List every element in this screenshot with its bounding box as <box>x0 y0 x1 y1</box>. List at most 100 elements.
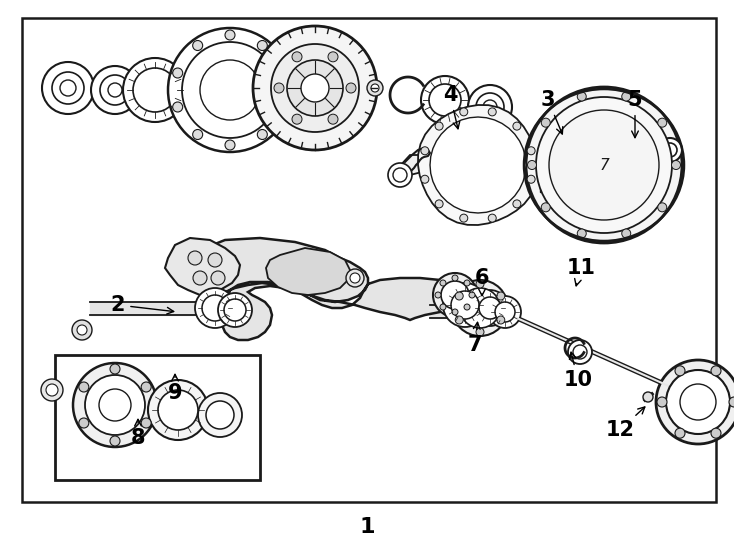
Circle shape <box>497 316 505 324</box>
Circle shape <box>675 366 685 376</box>
Circle shape <box>435 292 441 298</box>
Circle shape <box>225 140 235 150</box>
Circle shape <box>110 364 120 374</box>
Circle shape <box>77 325 87 335</box>
Circle shape <box>258 40 267 51</box>
Circle shape <box>350 273 360 283</box>
Circle shape <box>464 304 470 310</box>
Circle shape <box>419 141 451 173</box>
Circle shape <box>452 275 458 281</box>
Circle shape <box>346 83 356 93</box>
Text: 11: 11 <box>567 258 595 286</box>
Circle shape <box>328 52 338 62</box>
Circle shape <box>476 93 504 121</box>
Text: 4: 4 <box>443 85 459 129</box>
Circle shape <box>549 110 659 220</box>
Circle shape <box>110 436 120 446</box>
Circle shape <box>459 214 468 222</box>
Circle shape <box>433 273 477 317</box>
Circle shape <box>513 122 521 130</box>
Circle shape <box>622 92 631 101</box>
Circle shape <box>148 380 208 440</box>
Circle shape <box>277 68 287 78</box>
Circle shape <box>577 229 586 238</box>
Circle shape <box>663 143 677 157</box>
Text: 3: 3 <box>541 90 563 134</box>
Circle shape <box>99 389 131 421</box>
Circle shape <box>371 84 379 92</box>
Circle shape <box>643 392 653 402</box>
Circle shape <box>469 292 475 298</box>
Circle shape <box>460 288 500 328</box>
Circle shape <box>192 40 203 51</box>
Circle shape <box>459 108 468 116</box>
Bar <box>540 178 554 192</box>
Circle shape <box>292 114 302 124</box>
Circle shape <box>528 160 537 170</box>
Circle shape <box>46 384 58 396</box>
Circle shape <box>435 200 443 208</box>
Polygon shape <box>266 248 350 295</box>
Circle shape <box>526 87 682 243</box>
Circle shape <box>79 382 89 392</box>
Text: 1: 1 <box>359 517 375 537</box>
Circle shape <box>100 75 130 105</box>
Circle shape <box>479 297 501 319</box>
Circle shape <box>367 80 383 96</box>
Circle shape <box>672 160 680 170</box>
Circle shape <box>258 130 267 139</box>
Circle shape <box>206 401 234 429</box>
Circle shape <box>472 290 508 326</box>
Circle shape <box>513 200 521 208</box>
Circle shape <box>568 340 592 364</box>
Circle shape <box>158 390 198 430</box>
Circle shape <box>277 102 287 112</box>
Text: 8: 8 <box>131 420 145 448</box>
Circle shape <box>455 316 463 324</box>
Circle shape <box>421 147 429 155</box>
Circle shape <box>172 102 183 112</box>
Circle shape <box>476 280 484 288</box>
Circle shape <box>52 72 84 104</box>
Circle shape <box>680 384 716 420</box>
Circle shape <box>527 147 535 155</box>
Circle shape <box>536 97 672 233</box>
Circle shape <box>253 26 377 150</box>
Polygon shape <box>418 105 538 225</box>
Circle shape <box>274 83 284 93</box>
Circle shape <box>577 92 586 101</box>
Circle shape <box>421 76 469 124</box>
Circle shape <box>79 418 89 428</box>
Circle shape <box>711 428 721 438</box>
Circle shape <box>85 375 145 435</box>
Circle shape <box>41 379 63 401</box>
Circle shape <box>497 292 505 300</box>
Circle shape <box>435 122 443 130</box>
Circle shape <box>656 360 734 444</box>
Circle shape <box>488 108 496 116</box>
Circle shape <box>729 397 734 407</box>
Circle shape <box>133 68 177 112</box>
Circle shape <box>195 288 235 328</box>
Circle shape <box>468 85 512 129</box>
Text: 12: 12 <box>606 407 645 440</box>
Circle shape <box>658 203 666 212</box>
Polygon shape <box>398 155 435 175</box>
Circle shape <box>388 163 412 187</box>
Circle shape <box>301 74 329 102</box>
Circle shape <box>346 269 364 287</box>
Circle shape <box>60 80 76 96</box>
Circle shape <box>488 214 496 222</box>
Circle shape <box>622 229 631 238</box>
Circle shape <box>172 68 183 78</box>
Circle shape <box>271 44 359 132</box>
Circle shape <box>73 363 157 447</box>
Text: 10: 10 <box>564 352 592 390</box>
Circle shape <box>42 62 94 114</box>
Circle shape <box>464 280 470 286</box>
Circle shape <box>123 58 187 122</box>
Circle shape <box>224 299 246 321</box>
Text: 9: 9 <box>167 374 182 403</box>
Polygon shape <box>165 238 240 295</box>
Circle shape <box>225 30 235 40</box>
